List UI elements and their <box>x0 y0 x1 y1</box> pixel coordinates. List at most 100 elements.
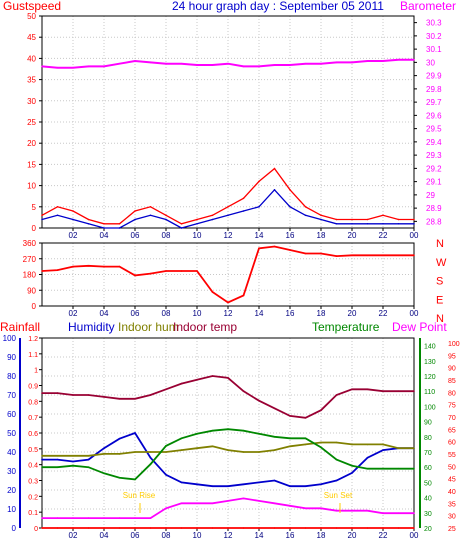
wind-direction-line-point <box>165 270 167 272</box>
wind-direction-line-point <box>335 255 338 257</box>
rainfall-line-point <box>41 527 43 529</box>
windspeed-line-point <box>335 223 338 225</box>
barometer-line-point <box>180 62 183 65</box>
x-tick-label: 16 <box>286 531 295 540</box>
humidity-line-point <box>196 483 198 486</box>
temperature-tick-label: 90 <box>424 420 432 427</box>
temperature-line-point <box>335 458 338 461</box>
indoor-hum-line-point <box>397 447 400 450</box>
dew-tick-label: 65 <box>448 427 456 434</box>
gustspeed-line-point <box>273 167 276 170</box>
dew-point-line-point <box>149 517 152 519</box>
wind-barometer-panel: Gustspeed 24 hour graph day : September … <box>3 0 456 240</box>
rain-tick-label: 0.9 <box>28 384 38 391</box>
humidity-line-point <box>149 456 152 459</box>
indoor-hum-line-point <box>366 443 369 446</box>
windspeed-line-point <box>382 223 384 225</box>
rainfall-line-point <box>149 527 152 529</box>
x-tick-label: 20 <box>348 231 357 240</box>
temperature-tick-label: 20 <box>424 526 432 533</box>
indoor-temp-line-point <box>196 379 198 381</box>
rainfall-label: Rainfall <box>0 320 40 334</box>
indoor-hum-label: Indoor hum <box>118 320 179 334</box>
dew-tick-label: 90 <box>448 366 456 373</box>
rain-tick-label: 0.4 <box>28 463 38 470</box>
barometer-line-point <box>382 60 384 62</box>
x-tick-label: 20 <box>348 531 357 540</box>
indoor-temp-line-point <box>149 394 152 396</box>
gustspeed-line-point <box>72 210 74 212</box>
indoor-temp-line-point <box>351 388 353 391</box>
indoor-hum-line-point <box>180 449 183 451</box>
barometer-line-point <box>242 65 245 68</box>
windspeed-line-point <box>149 214 152 217</box>
rainfall-line-point <box>103 527 105 529</box>
barometer-line-point <box>118 62 121 65</box>
wind-direction-line-point <box>103 265 105 268</box>
x-tick-label: 04 <box>100 309 109 318</box>
indoor-temp-line-point <box>165 388 167 391</box>
dew-point-line-point <box>242 497 245 500</box>
temperature-line-point <box>382 467 384 470</box>
indoor-hum-line-point <box>320 441 322 444</box>
windspeed-line-point <box>273 189 276 191</box>
temperature-line-point <box>242 429 245 432</box>
x-tick-label: 00 <box>410 309 419 318</box>
temperature-tick-label: 40 <box>424 496 432 503</box>
x-tick-label: 12 <box>224 531 233 540</box>
windspeed-line-point <box>180 227 183 229</box>
barometer-line-point <box>134 60 136 62</box>
humidity-tick-label: 30 <box>7 467 16 476</box>
humidity-line-point <box>366 456 369 459</box>
indoor-hum-line-point <box>242 451 245 453</box>
gustspeed-line-point <box>335 218 338 221</box>
y-tick-label: 25 <box>27 118 36 127</box>
dew-point-line-point <box>87 517 90 519</box>
x-tick-label: 04 <box>100 231 109 240</box>
temperature-tick-label: 100 <box>424 404 436 411</box>
gustspeed-line-point <box>134 210 136 212</box>
wind-barometer-axes: 0 5 10 15 20 25 30 35 40 45 50 28.8 28.9 29 29.1 29.2 29… <box>27 12 442 240</box>
indoor-temp-line-point <box>41 392 43 394</box>
rainfall-line-point <box>335 527 338 529</box>
windspeed-line-point <box>227 214 229 217</box>
temp-humidity-axes: 010203040506070809010000.10.20.30.40.50.… <box>3 334 460 540</box>
temperature-tick-label: 50 <box>424 480 432 487</box>
humidity-label: Humidity <box>68 320 115 334</box>
rain-tick-label: 0 <box>34 526 38 533</box>
rainfall-line-point <box>211 527 214 529</box>
barometer-line-point <box>273 64 276 66</box>
temperature-tick-label: 110 <box>424 389 435 396</box>
temperature-line-point <box>87 466 90 469</box>
dew-tick-label: 35 <box>448 501 456 508</box>
indoor-temp-line-point <box>320 409 322 412</box>
temperature-line-point <box>118 477 121 479</box>
rain-tick-label: 0.5 <box>28 447 38 454</box>
barometer-line-point <box>211 64 214 66</box>
dew-tick-label: 60 <box>448 440 456 447</box>
indoor-hum-line-point <box>56 455 59 457</box>
y-tick-label: 10 <box>27 182 36 191</box>
temperature-line-point <box>41 466 43 469</box>
wind-direction-line-point <box>211 291 214 293</box>
y-right-tick-label: 30 <box>426 58 435 67</box>
indoor-temp-line-point <box>180 382 183 385</box>
gustspeed-line-point <box>41 214 43 217</box>
x-tick-label: 08 <box>162 309 171 318</box>
humidity-line-point <box>211 485 214 488</box>
compass-label: S <box>436 276 443 288</box>
gustspeed-line-point <box>289 189 291 191</box>
rainfall-line-point <box>72 527 74 529</box>
gustspeed-line-point <box>149 206 152 208</box>
dew-point-line-point <box>320 507 322 510</box>
humidity-line-point <box>273 479 276 482</box>
gustspeed-line-point <box>382 214 384 217</box>
temperature-tick-label: 130 <box>424 359 436 366</box>
temperature-tick-label: 80 <box>424 435 432 442</box>
x-tick-label: 14 <box>255 231 264 240</box>
x-tick-label: 20 <box>348 309 357 318</box>
indoor-temp-line-point <box>382 390 384 393</box>
chart-title: 24 hour graph day : September 05 2011 <box>172 0 384 13</box>
gustspeed-line-point <box>366 218 369 221</box>
windspeed-line-point <box>118 227 121 229</box>
